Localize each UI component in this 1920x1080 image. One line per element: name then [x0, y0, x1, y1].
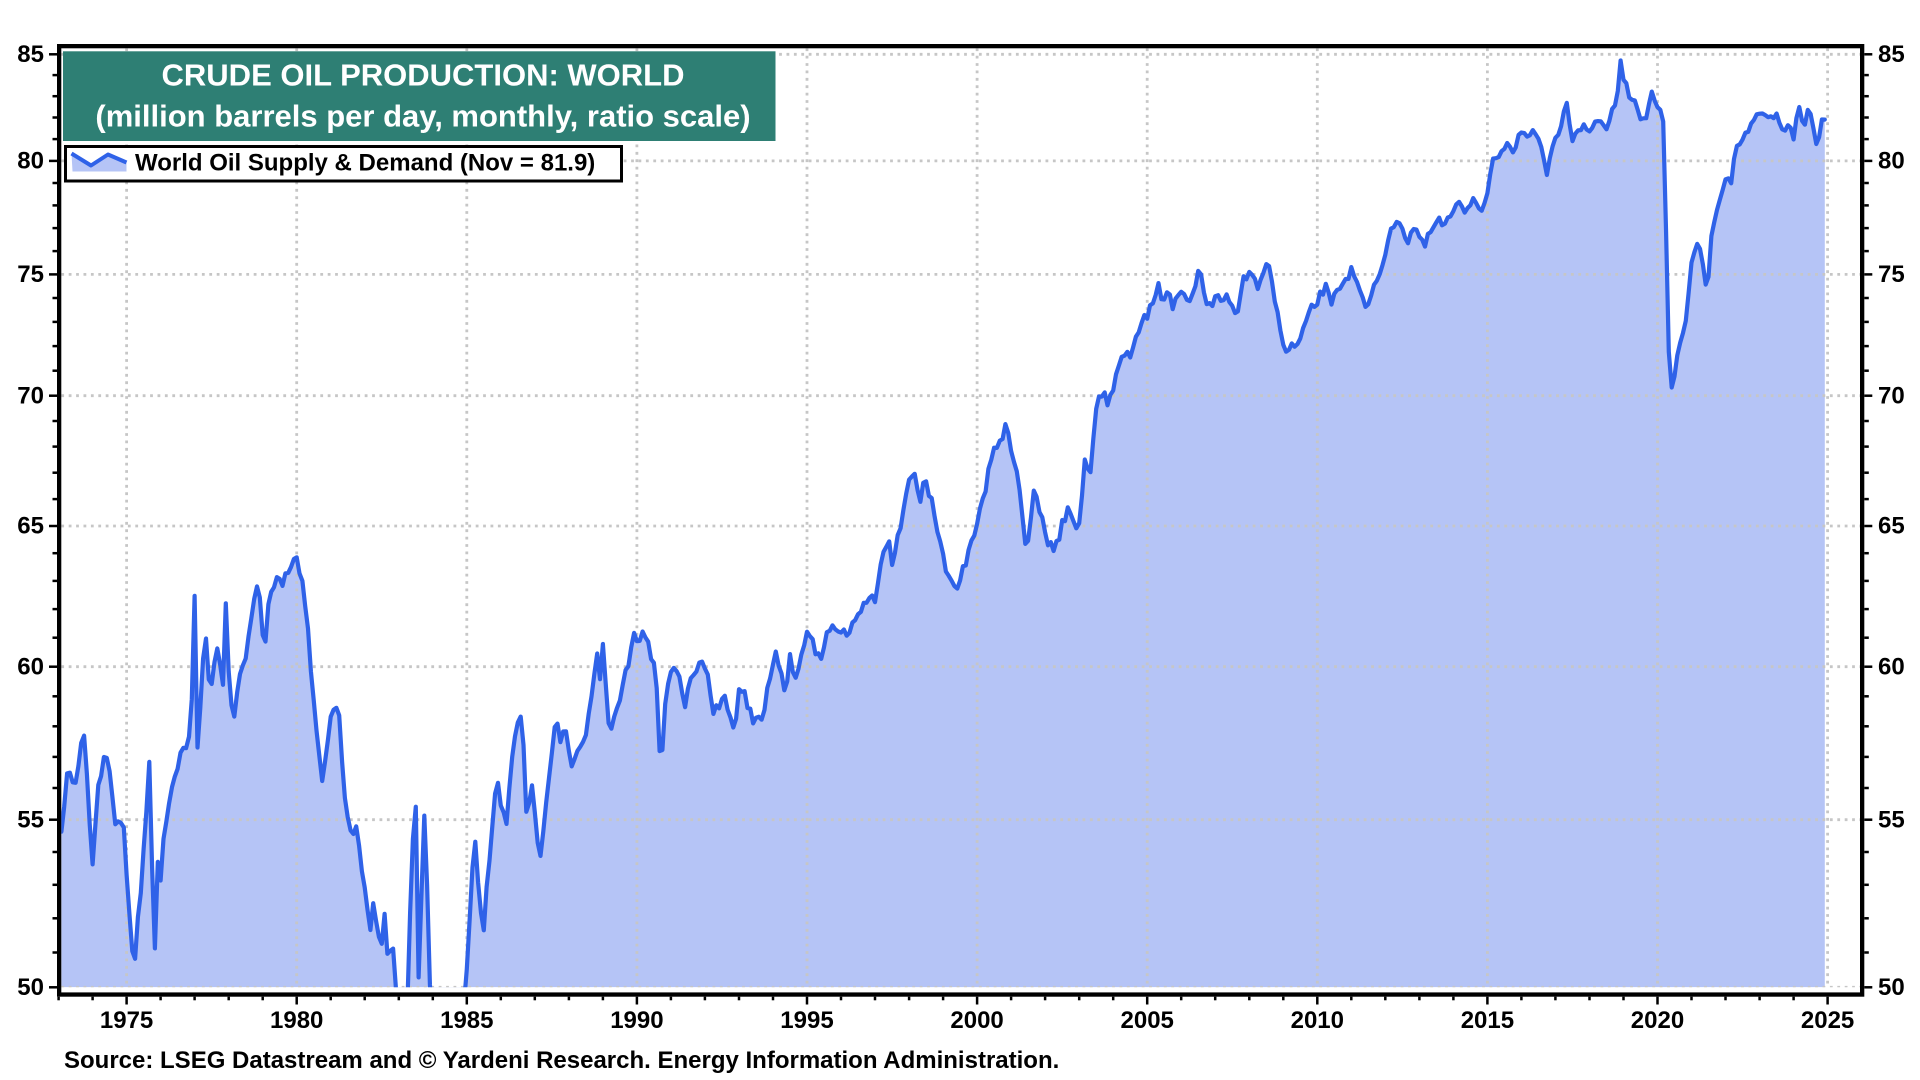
svg-text:2010: 2010 — [1291, 1007, 1344, 1034]
svg-text:1980: 1980 — [270, 1007, 323, 1034]
svg-text:2015: 2015 — [1461, 1007, 1514, 1034]
svg-text:85: 85 — [1878, 41, 1905, 68]
svg-text:50: 50 — [17, 974, 44, 1001]
svg-text:60: 60 — [17, 653, 44, 680]
svg-text:2000: 2000 — [950, 1007, 1003, 1034]
svg-text:2020: 2020 — [1631, 1007, 1684, 1034]
svg-text:55: 55 — [17, 806, 44, 833]
svg-text:2005: 2005 — [1121, 1007, 1174, 1034]
svg-text:65: 65 — [1878, 513, 1905, 540]
svg-text:80: 80 — [1878, 148, 1905, 175]
svg-text:75: 75 — [17, 261, 44, 288]
svg-text:55: 55 — [1878, 806, 1905, 833]
svg-text:80: 80 — [17, 148, 44, 175]
svg-text:85: 85 — [17, 41, 44, 68]
svg-text:70: 70 — [17, 382, 44, 409]
svg-text:75: 75 — [1878, 261, 1905, 288]
svg-text:1995: 1995 — [780, 1007, 833, 1034]
svg-text:1990: 1990 — [610, 1007, 663, 1034]
svg-text:2025: 2025 — [1801, 1007, 1854, 1034]
svg-text:1985: 1985 — [440, 1007, 493, 1034]
svg-text:50: 50 — [1878, 974, 1905, 1001]
svg-text:60: 60 — [1878, 653, 1905, 680]
svg-text:1975: 1975 — [100, 1007, 153, 1034]
svg-text:65: 65 — [17, 513, 44, 540]
svg-text:Source: LSEG Datastream and ©: Source: LSEG Datastream and © Yardeni Re… — [64, 1047, 1059, 1074]
svg-text:CRUDE OIL PRODUCTION: WORLD: CRUDE OIL PRODUCTION: WORLD — [162, 58, 685, 93]
svg-text:World Oil Supply & Demand (Nov: World Oil Supply & Demand (Nov = 81.9) — [135, 150, 595, 177]
svg-text:70: 70 — [1878, 382, 1905, 409]
svg-text:(million barrels per day, mont: (million barrels per day, monthly, ratio… — [95, 99, 750, 134]
